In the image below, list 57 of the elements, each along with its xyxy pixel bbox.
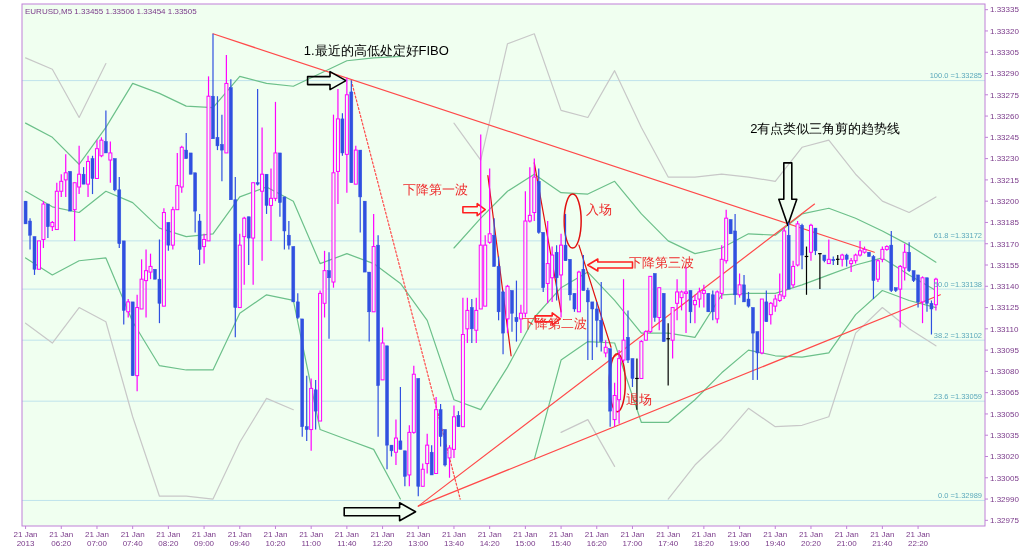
x-tick-label: 21 Jan 06:20 [49,530,74,548]
x-tick-label: 21 Jan 21:00 [834,530,859,548]
y-tick-label: 1.32990 [990,494,1020,504]
y-tick-label: 1.33260 [990,111,1020,121]
y-tick-label: 1.33110 [990,324,1019,334]
y-tick-label: 1.33095 [990,345,1020,355]
y-tick-label: 1.33155 [990,260,1020,270]
x-tick-label: 21 Jan 09:40 [227,530,252,548]
y-tick-label: 1.33020 [990,452,1020,462]
y-tick-label: 1.33080 [990,367,1020,377]
y-tick-label: 1.33215 [990,175,1020,185]
annotation: 下降第一波 [402,182,468,198]
x-tick-label: 21 Jan 14:20 [477,530,502,548]
x-tick-label: 21 Jan 22:20 [906,530,931,548]
x-tick-label: 21 Jan 19:00 [727,530,752,548]
x-tick-label: 21 Jan 15:40 [549,530,574,548]
y-tick-label: 1.33140 [990,282,1020,292]
y-tick-label: 1.33035 [990,431,1020,441]
chart-title: EURUSD,M5 1.33455 1.33506 1.33454 1.33505 [25,7,198,16]
y-tick-label: 1.33305 [990,48,1020,58]
x-tick-label: 21 Jan 08:20 [156,530,181,548]
x-tick-label: 21 Jan 19:40 [763,530,788,548]
x-tick-label: 21 Jan 17:40 [656,530,681,548]
x-tick-label: 21 Jan 13:00 [406,530,431,548]
annotation: 下降第三波 [628,254,694,270]
y-tick-label: 1.33245 [990,133,1020,143]
x-tick-label: 21 Jan 11:00 [299,530,324,548]
x-tick-label: 21 Jan 16:20 [584,530,609,548]
x-tick-label: 21 Jan 12:20 [370,530,395,548]
x-tick-label: 21 Jan 17:00 [620,530,645,548]
annotation: 1.最近的高低处定好FIBO [303,43,449,59]
y-tick-label: 1.33290 [990,69,1020,79]
y-tick-label: 1.33230 [990,154,1020,164]
x-tick-label: 21 Jan 20:20 [798,530,823,548]
y-tick-label: 1.33200 [990,196,1020,206]
y-tick-label: 1.33170 [990,239,1020,249]
x-tick-label: 21 Jan 13:40 [441,530,466,548]
x-tick-label: 21 Jan 09:00 [192,530,217,548]
annotation: 2有点类似三角剪的趋势线 [750,121,901,137]
y-tick-label: 1.33320 [990,26,1020,36]
x-tick-label: 21 Jan 2013 [13,530,38,548]
x-tick-label: 21 Jan 07:40 [120,530,145,548]
y-tick-label: 1.33050 [990,409,1020,419]
x-tick-label: 21 Jan 15:00 [513,530,538,548]
y-tick-label: 1.33335 [990,5,1020,15]
annotation: 入场 [586,202,613,218]
x-tick-label: 21 Jan 10:20 [263,530,288,548]
x-tick-label: 21 Jan 21:40 [870,530,895,548]
y-tick-label: 1.32975 [990,516,1020,526]
y-tick-label: 1.33065 [990,388,1020,398]
x-tick-label: 21 Jan 07:00 [84,530,109,548]
y-tick-label: 1.33125 [990,303,1020,313]
y-tick-label: 1.33005 [990,473,1020,483]
y-tick-label: 1.33185 [990,218,1020,228]
x-tick-label: 21 Jan 11:40 [334,530,359,548]
y-tick-label: 1.33275 [990,90,1020,100]
x-tick-label: 21 Jan 18:20 [691,530,716,548]
